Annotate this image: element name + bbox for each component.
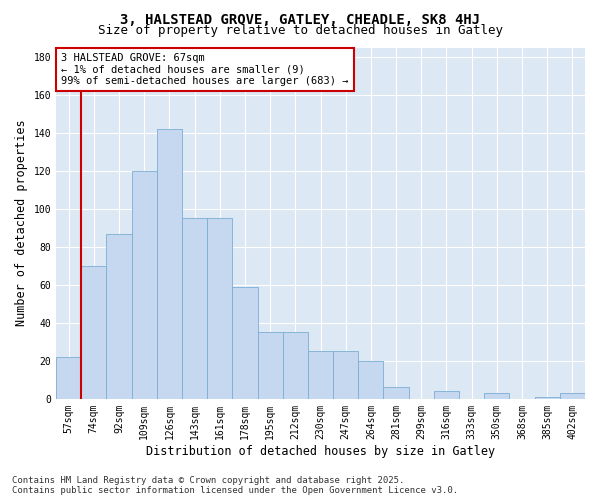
Bar [131,171,157,399]
Bar [383,388,409,399]
Bar [333,352,358,399]
Text: Contains HM Land Registry data © Crown copyright and database right 2025.
Contai: Contains HM Land Registry data © Crown c… [12,476,458,495]
Bar [106,234,131,399]
Bar [182,218,207,399]
Bar [207,218,232,399]
Text: Size of property relative to detached houses in Gatley: Size of property relative to detached ho… [97,24,503,37]
Bar [434,391,459,399]
Bar [157,129,182,399]
X-axis label: Distribution of detached houses by size in Gatley: Distribution of detached houses by size … [146,444,495,458]
Bar [56,357,81,399]
Bar [257,332,283,399]
Bar [560,393,585,399]
Bar [283,332,308,399]
Bar [484,393,509,399]
Bar [81,266,106,399]
Bar [232,287,257,399]
Bar [535,397,560,399]
Text: 3 HALSTEAD GROVE: 67sqm
← 1% of detached houses are smaller (9)
99% of semi-deta: 3 HALSTEAD GROVE: 67sqm ← 1% of detached… [61,53,349,86]
Y-axis label: Number of detached properties: Number of detached properties [15,120,28,326]
Bar [358,361,383,399]
Text: 3, HALSTEAD GROVE, GATLEY, CHEADLE, SK8 4HJ: 3, HALSTEAD GROVE, GATLEY, CHEADLE, SK8 … [120,12,480,26]
Bar [308,352,333,399]
